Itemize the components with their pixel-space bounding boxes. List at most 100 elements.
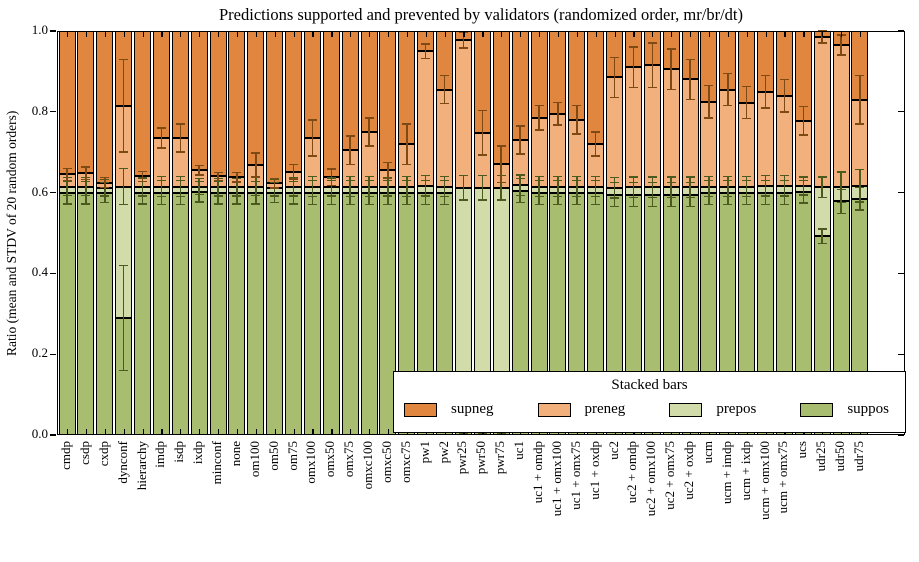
error-bar-stem xyxy=(122,265,125,371)
error-bar-stem xyxy=(708,85,710,118)
x-tick-top xyxy=(67,32,69,37)
error-bar-stem xyxy=(783,175,786,196)
error-bar-stem xyxy=(613,177,616,198)
error-bar-stem xyxy=(802,177,805,195)
error-bar-cap-bottom xyxy=(156,203,166,206)
bar-om100-segment-supneg xyxy=(247,31,265,166)
error-bar-cap-bottom xyxy=(610,197,620,199)
x-tick-label-uc2 + omdp: uc2 + omdp xyxy=(624,441,640,504)
x-tick-bottom xyxy=(161,429,163,434)
error-bar-cap-bottom xyxy=(232,181,242,183)
error-bar-stem xyxy=(349,136,351,165)
error-bar-stem xyxy=(500,146,502,183)
error-bar-cap-bottom xyxy=(138,180,148,183)
x-tick-top xyxy=(784,32,786,37)
error-bar-cap-top xyxy=(62,167,72,170)
error-bar-cap-bottom xyxy=(704,195,714,198)
error-bar-cap-top xyxy=(723,72,733,75)
legend-swatch-suppos xyxy=(800,402,834,417)
x-tick-label-minconf: minconf xyxy=(209,441,225,485)
x-tick-label-udr75: udr75 xyxy=(850,441,866,472)
ytick-label-0.0: 0.0 xyxy=(31,426,48,441)
error-bar-cap-bottom xyxy=(553,203,563,206)
error-bar-cap-bottom xyxy=(723,195,733,198)
error-bar-cap-bottom xyxy=(251,176,261,178)
error-bar-stem xyxy=(500,175,502,200)
x-tick-top xyxy=(123,32,125,37)
error-bar-stem xyxy=(85,167,87,180)
error-bar-cap-bottom xyxy=(836,212,846,215)
x-tick-label-uc1 + omdp: uc1 + omdp xyxy=(530,441,545,504)
error-bar-cap-top xyxy=(591,131,601,133)
x-tick-label-om75: om75 xyxy=(284,441,300,471)
error-bar-cap-top xyxy=(175,123,185,125)
x-tick-top xyxy=(180,32,182,37)
x-tick-top xyxy=(859,32,862,37)
x-tick-top xyxy=(161,32,163,37)
error-bar-cap-top xyxy=(553,101,563,104)
x-tick-top xyxy=(708,32,711,37)
bar-csdp-segment-supneg xyxy=(77,31,95,174)
error-bar-cap-top xyxy=(647,176,657,178)
error-bar-cap-top xyxy=(345,135,355,137)
x-tick-bottom xyxy=(369,429,371,434)
error-bar-cap-top xyxy=(477,174,487,177)
error-bar-cap-bottom xyxy=(647,86,657,89)
error-bar-cap-bottom xyxy=(572,203,582,206)
error-bar-cap-top xyxy=(836,171,846,173)
ytick-label-0.6: 0.6 xyxy=(31,184,48,199)
error-bar-stem xyxy=(594,176,597,197)
error-bar-stem xyxy=(821,177,823,198)
x-tick-label-none: none xyxy=(227,441,243,467)
error-bar-cap-bottom xyxy=(440,203,450,206)
legend-entry-prepos: prepos xyxy=(669,401,756,418)
error-bar-cap-top xyxy=(534,175,544,178)
error-bar-stem xyxy=(481,110,484,156)
error-bar-stem xyxy=(141,171,144,182)
x-tick-top xyxy=(350,32,352,37)
error-bar-stem xyxy=(632,47,635,88)
error-bar-cap-bottom xyxy=(647,205,657,208)
x-tick-top xyxy=(803,32,805,37)
error-bar-cap-top xyxy=(251,152,261,154)
x-tick-bottom xyxy=(180,429,182,434)
bar-pwr25-segment-preneg xyxy=(454,39,472,188)
error-bar-cap-bottom xyxy=(628,196,638,199)
error-bar-cap-bottom xyxy=(345,203,355,206)
error-bar-cap-bottom xyxy=(213,203,223,205)
error-bar-stem xyxy=(66,168,68,181)
bar-omx50-segment-supneg xyxy=(322,31,340,178)
error-bar-stem xyxy=(311,119,314,157)
error-bar-cap-bottom xyxy=(100,201,110,204)
error-bar-cap-bottom xyxy=(496,199,506,201)
x-tick-top xyxy=(85,32,88,37)
x-tick-bottom xyxy=(312,429,314,434)
error-bar-stem xyxy=(443,75,446,104)
legend-label-preneg: preneg xyxy=(584,401,626,417)
error-bar-cap-bottom xyxy=(723,104,733,107)
x-tick-bottom xyxy=(236,429,239,434)
error-bar-cap-bottom xyxy=(421,57,431,60)
error-bar-cap-bottom xyxy=(364,195,374,198)
x-tick-top xyxy=(218,32,220,37)
error-bar-cap-bottom xyxy=(458,47,468,49)
x-tick-label-omxc50: omxc50 xyxy=(378,441,394,483)
error-bar-cap-bottom xyxy=(364,145,374,147)
x-tick-top xyxy=(690,32,692,37)
error-bar-stem xyxy=(727,176,729,197)
error-bar-cap-bottom xyxy=(704,117,714,119)
error-bar-cap-bottom xyxy=(836,201,846,204)
error-bar-stem xyxy=(311,176,314,197)
error-bar-cap-top xyxy=(742,175,752,178)
x-tick-label-uc2: uc2 xyxy=(605,441,621,460)
error-bar-cap-top xyxy=(364,175,374,178)
x-tick-bottom xyxy=(199,429,201,434)
error-bar-stem xyxy=(764,175,767,196)
error-bar-stem xyxy=(745,176,748,197)
error-bar-stem xyxy=(236,172,238,183)
bar-csdp-segment-suppos xyxy=(77,192,95,435)
error-bar-cap-top xyxy=(326,168,336,170)
error-bar-cap-bottom xyxy=(666,196,676,199)
error-bar-stem xyxy=(764,75,767,108)
x-tick-bottom xyxy=(274,429,276,434)
